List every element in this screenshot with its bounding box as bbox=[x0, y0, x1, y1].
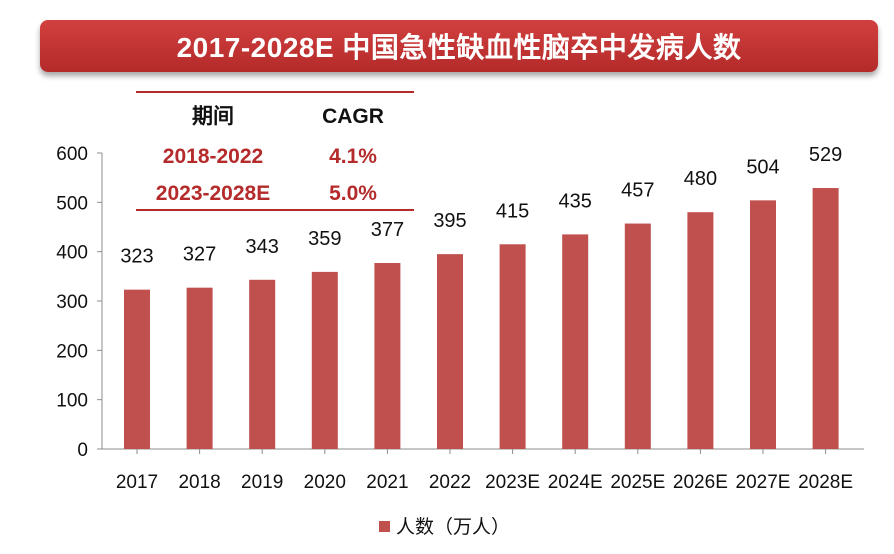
legend-label: 人数（万人） bbox=[396, 516, 510, 538]
bar bbox=[624, 223, 651, 449]
bar bbox=[562, 234, 589, 449]
x-tick-label: 2027E bbox=[736, 472, 791, 493]
x-tick-label: 2019 bbox=[241, 472, 283, 493]
cagr-table-bottom-rule bbox=[136, 209, 414, 211]
cagr-header-period: 期间 bbox=[192, 105, 234, 128]
bar bbox=[311, 271, 338, 449]
x-tick-label: 2023E bbox=[485, 472, 540, 493]
data-label: 457 bbox=[621, 180, 654, 202]
data-label: 529 bbox=[809, 144, 842, 166]
cagr-row-1-cagr: 4.1% bbox=[329, 145, 377, 168]
bar bbox=[750, 200, 776, 449]
x-tick-label: 2018 bbox=[178, 472, 220, 493]
bar bbox=[249, 279, 276, 449]
data-label: 377 bbox=[371, 219, 404, 241]
x-tick-label: 2025E bbox=[610, 472, 665, 493]
y-tick-label: 0 bbox=[77, 440, 88, 461]
chart-title: 2017-2028E 中国急性缺血性脑卒中发病人数 bbox=[176, 32, 742, 63]
data-label: 343 bbox=[246, 236, 279, 258]
y-tick-label: 400 bbox=[56, 243, 88, 264]
bar bbox=[186, 287, 213, 449]
y-tick-label: 600 bbox=[56, 144, 88, 165]
y-tick-label: 200 bbox=[56, 341, 88, 362]
x-tick-label: 2017 bbox=[116, 472, 158, 493]
data-label: 504 bbox=[746, 156, 779, 178]
x-tick-label: 2028E bbox=[798, 472, 853, 493]
data-label: 327 bbox=[183, 244, 216, 266]
bar bbox=[374, 263, 401, 449]
data-label: 323 bbox=[120, 246, 153, 268]
x-tick-label: 2026E bbox=[673, 472, 728, 493]
data-label: 359 bbox=[308, 228, 341, 250]
y-tick-label: 100 bbox=[56, 391, 88, 412]
bar bbox=[437, 254, 463, 449]
bar bbox=[812, 188, 839, 449]
legend-swatch bbox=[379, 521, 390, 532]
cagr-row-1-period: 2018-2022 bbox=[162, 145, 264, 168]
bar bbox=[499, 244, 526, 449]
x-tick-label: 2024E bbox=[548, 472, 603, 493]
data-label: 435 bbox=[559, 190, 592, 212]
cagr-row-2-period: 2023-2028E bbox=[155, 182, 271, 205]
bar bbox=[687, 212, 714, 449]
y-tick-label: 300 bbox=[56, 292, 88, 313]
y-tick-label: 500 bbox=[56, 193, 88, 214]
x-tick-label: 2022 bbox=[429, 472, 471, 493]
x-tick-label: 2020 bbox=[304, 472, 346, 493]
data-label: 480 bbox=[684, 168, 717, 190]
cagr-table-top-rule bbox=[136, 91, 414, 93]
data-label: 415 bbox=[496, 200, 529, 222]
chart-title-banner: 2017-2028E 中国急性缺血性脑卒中发病人数 bbox=[40, 20, 878, 72]
data-label: 395 bbox=[433, 210, 466, 232]
x-tick-label: 2021 bbox=[366, 472, 408, 493]
cagr-header-cagr: CAGR bbox=[322, 105, 384, 128]
bar bbox=[124, 289, 150, 449]
cagr-row-2-cagr: 5.0% bbox=[329, 182, 377, 205]
